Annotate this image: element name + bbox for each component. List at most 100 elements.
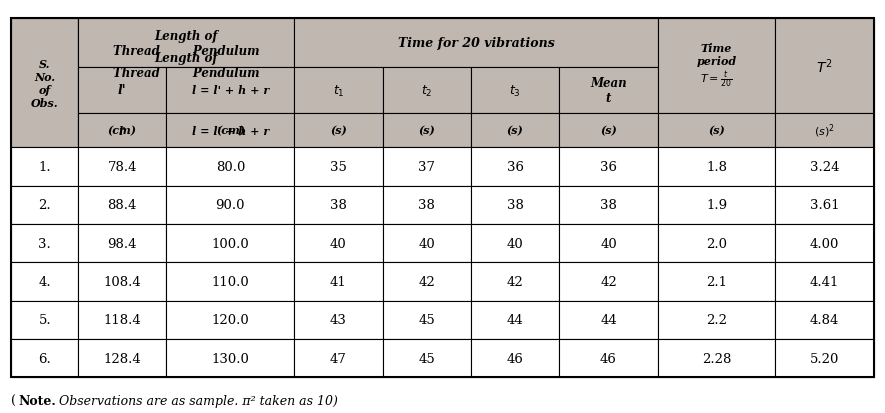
Bar	[559, 301, 658, 339]
Bar	[775, 301, 873, 339]
Text: 5.20: 5.20	[810, 352, 839, 365]
Text: 80.0: 80.0	[216, 161, 245, 174]
Text: $T^2$: $T^2$	[816, 57, 833, 76]
Text: (s): (s)	[600, 125, 617, 136]
Text: 40: 40	[330, 237, 347, 250]
Bar	[12, 225, 78, 263]
Text: l': l'	[119, 125, 126, 136]
Text: 4.41: 4.41	[810, 275, 839, 288]
Text: 5.: 5.	[38, 313, 51, 327]
Bar	[294, 68, 382, 113]
Text: 40: 40	[600, 237, 617, 250]
Bar	[559, 339, 658, 377]
Bar	[78, 225, 166, 263]
Bar	[382, 186, 471, 225]
Bar	[559, 113, 658, 148]
Bar	[12, 186, 78, 225]
Text: l': l'	[118, 84, 127, 97]
Bar	[294, 263, 382, 301]
Bar	[658, 225, 775, 263]
Text: (s): (s)	[419, 125, 435, 136]
Bar	[559, 186, 658, 225]
Text: 2.: 2.	[38, 199, 51, 212]
Text: Mean
t: Mean t	[590, 77, 627, 105]
Bar	[166, 186, 294, 225]
Bar	[775, 148, 873, 186]
Text: (cm): (cm)	[216, 125, 245, 136]
Bar	[12, 148, 78, 186]
Text: 128.4: 128.4	[104, 352, 142, 365]
Bar	[382, 263, 471, 301]
Text: 38: 38	[330, 199, 347, 212]
Text: 4.: 4.	[38, 275, 51, 288]
Text: l = l' + h + r: l = l' + h + r	[192, 125, 269, 136]
Text: 120.0: 120.0	[212, 313, 250, 327]
Text: 36: 36	[600, 161, 617, 174]
Bar	[78, 19, 294, 113]
Text: $t_1$: $t_1$	[333, 83, 344, 98]
Text: 36: 36	[507, 161, 524, 174]
Bar	[294, 148, 382, 186]
Text: $t_3$: $t_3$	[509, 83, 521, 98]
Bar	[12, 301, 78, 339]
Text: 100.0: 100.0	[212, 237, 250, 250]
Bar	[78, 113, 166, 148]
Text: 41: 41	[330, 275, 347, 288]
Text: 1.8: 1.8	[706, 161, 727, 174]
Text: 2.2: 2.2	[706, 313, 727, 327]
Text: (s): (s)	[507, 125, 524, 136]
Bar	[658, 186, 775, 225]
Bar	[166, 68, 294, 113]
Bar	[559, 148, 658, 186]
Bar	[471, 148, 559, 186]
Text: 38: 38	[419, 199, 435, 212]
Bar	[775, 263, 873, 301]
Bar	[78, 301, 166, 339]
Bar	[559, 68, 658, 113]
Text: 46: 46	[507, 352, 524, 365]
Text: S.
No.
of
Obs.: S. No. of Obs.	[31, 59, 58, 108]
Bar	[471, 186, 559, 225]
Text: 46: 46	[600, 352, 617, 365]
Bar	[471, 225, 559, 263]
Bar	[166, 113, 294, 148]
Text: 2.28: 2.28	[702, 352, 731, 365]
Text: 44: 44	[507, 313, 524, 327]
Bar	[166, 225, 294, 263]
Bar	[471, 339, 559, 377]
Bar	[658, 301, 775, 339]
Bar	[658, 148, 775, 186]
Bar	[559, 263, 658, 301]
Bar	[12, 263, 78, 301]
Text: 38: 38	[600, 199, 617, 212]
Bar	[382, 68, 471, 113]
Text: Length of
Thread        Pendulum: Length of Thread Pendulum	[113, 30, 259, 58]
Text: 1.: 1.	[38, 161, 51, 174]
Text: 45: 45	[419, 352, 435, 365]
Bar	[166, 301, 294, 339]
Text: 2.0: 2.0	[706, 237, 727, 250]
Text: Note.: Note.	[19, 394, 56, 407]
Bar	[382, 339, 471, 377]
Text: 1.9: 1.9	[706, 199, 727, 212]
Text: (s): (s)	[330, 125, 347, 136]
Text: 40: 40	[507, 237, 524, 250]
Text: $(s)^2$: $(s)^2$	[814, 122, 835, 140]
Bar	[775, 19, 873, 113]
Bar	[471, 301, 559, 339]
Bar	[471, 113, 559, 148]
Text: 44: 44	[600, 313, 617, 327]
Text: 3.24: 3.24	[810, 161, 839, 174]
Text: 42: 42	[419, 275, 435, 288]
Text: Observations are as sample. π² taken as 10): Observations are as sample. π² taken as …	[56, 394, 338, 407]
Text: (cm): (cm)	[108, 125, 137, 136]
Text: 3.61: 3.61	[810, 199, 839, 212]
Text: $t_2$: $t_2$	[421, 83, 433, 98]
Text: Time for 20 vibrations: Time for 20 vibrations	[397, 37, 554, 50]
Text: Time
period
$T = \frac{t}{20}$: Time period $T = \frac{t}{20}$	[696, 43, 736, 90]
Bar	[382, 301, 471, 339]
Bar	[78, 113, 166, 148]
Bar	[78, 339, 166, 377]
Text: 130.0: 130.0	[212, 352, 250, 365]
Bar	[294, 225, 382, 263]
